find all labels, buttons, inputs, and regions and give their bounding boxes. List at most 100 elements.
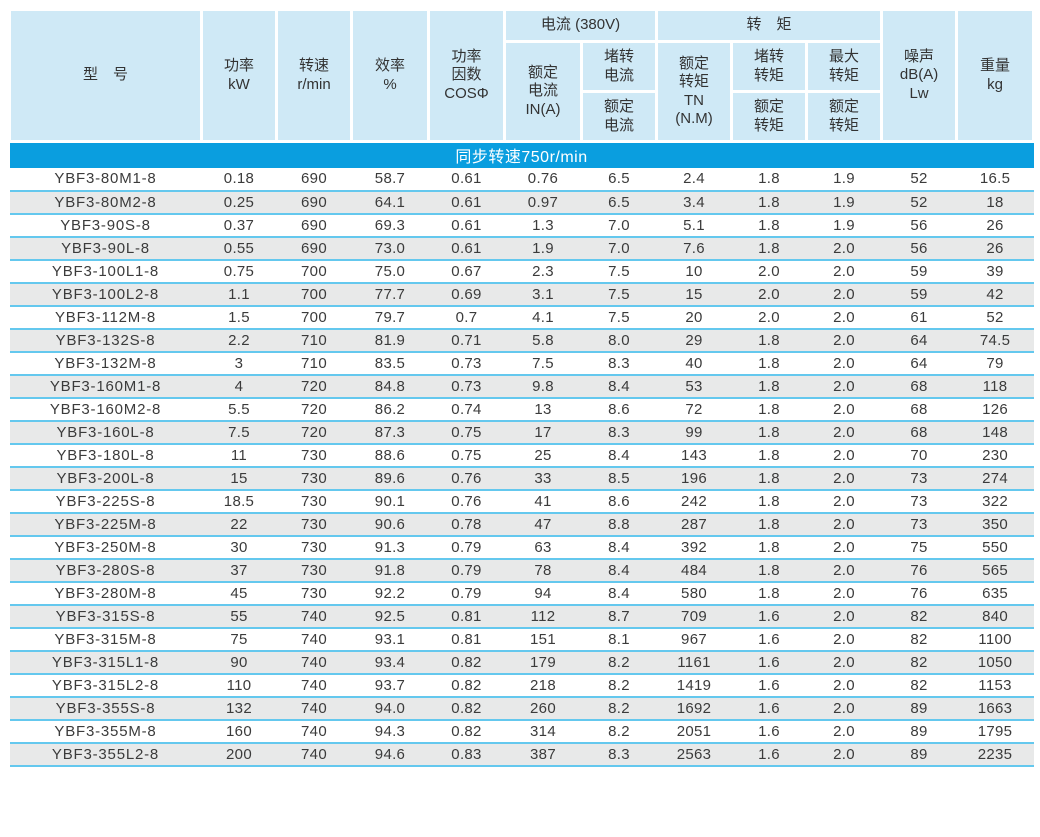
cell-cos-phi: 0.83	[428, 742, 505, 767]
cell-rated-torque-nm: 1419	[656, 673, 732, 698]
table-row: YBF3-112M-8 1.5 700 79.7 0.7 4.1 7.5 20 2.0 2.0 61…	[9, 305, 1034, 330]
cell-max-to-rated-torque: 2.0	[806, 420, 882, 445]
cell-power-kw: 15	[201, 466, 277, 491]
cell-rated-current-a: 1.3	[504, 213, 582, 238]
cell-speed-rpm: 730	[276, 558, 352, 583]
cell-rated-current-a: 63	[504, 535, 582, 560]
header-rated-current: 额定 电流 IN(A)	[503, 40, 583, 143]
cell-noise-db: 64	[881, 351, 957, 376]
cell-efficiency-pct: 73.0	[351, 236, 429, 261]
cell-model: YBF3-132M-8	[9, 351, 202, 376]
cell-speed-rpm: 730	[276, 535, 352, 560]
cell-max-to-rated-torque: 2.0	[806, 443, 882, 468]
cell-cos-phi: 0.82	[428, 719, 505, 744]
cell-locked-to-rated-torque: 2.0	[731, 282, 807, 307]
cell-rated-current-a: 2.3	[504, 259, 582, 284]
header-group-row: 型 号 功率 kW 转速 r/min 效率 % 功率 因数 COSΦ 电流 (3…	[8, 8, 1036, 143]
cell-rated-current-a: 7.5	[504, 351, 582, 376]
header-max-torque-numerator: 最大 转矩	[805, 40, 884, 93]
cell-noise-db: 73	[881, 466, 957, 491]
cell-rated-current-a: 112	[504, 604, 582, 629]
cell-power-kw: 90	[201, 650, 277, 675]
cell-speed-rpm: 740	[276, 742, 352, 767]
cell-weight-kg: 26	[956, 213, 1034, 238]
cell-locked-to-rated-torque: 1.6	[731, 604, 807, 629]
cell-power-kw: 0.25	[201, 190, 277, 215]
cell-locked-to-rated-torque: 1.8	[731, 213, 807, 238]
cell-model: YBF3-90L-8	[9, 236, 202, 261]
cell-noise-db: 64	[881, 328, 957, 353]
cell-weight-kg: 1153	[956, 673, 1034, 698]
cell-cos-phi: 0.79	[428, 535, 505, 560]
table-row: YBF3-132M-8 3 710 83.5 0.73 7.5 8.3 40 1.8 2.0 64 7…	[9, 351, 1034, 376]
cell-model: YBF3-160M2-8	[9, 397, 202, 422]
cell-noise-db: 59	[881, 282, 957, 307]
table-body: YBF3-80M1-8 0.18 690 58.7 0.61 0.76 6.5 2.4 1.8 1…	[9, 167, 1034, 767]
cell-power-kw: 4	[201, 374, 277, 399]
cell-noise-db: 59	[881, 259, 957, 284]
cell-locked-to-rated-torque: 1.6	[731, 673, 807, 698]
cell-max-to-rated-torque: 2.0	[806, 282, 882, 307]
cell-power-kw: 1.1	[201, 282, 277, 307]
cell-efficiency-pct: 81.9	[351, 328, 429, 353]
cell-efficiency-pct: 79.7	[351, 305, 429, 330]
cell-rated-torque-nm: 5.1	[656, 213, 732, 238]
cell-noise-db: 89	[881, 742, 957, 767]
cell-locked-to-rated-torque: 1.8	[731, 351, 807, 376]
cell-locked-to-rated-current: 8.8	[581, 512, 657, 537]
section-band-row: 同步转速750r/min	[9, 141, 1034, 168]
cell-weight-kg: 1100	[956, 627, 1034, 652]
cell-cos-phi: 0.69	[428, 282, 505, 307]
table-row: YBF3-225S-8 18.5 730 90.1 0.76 41 8.6 242 1.8 2.0…	[9, 489, 1034, 514]
cell-speed-rpm: 690	[276, 167, 352, 192]
cell-power-kw: 1.5	[201, 305, 277, 330]
table-row: YBF3-250M-8 30 730 91.3 0.79 63 8.4 392 1.8 2.0 75…	[9, 535, 1034, 560]
cell-rated-torque-nm: 287	[656, 512, 732, 537]
cell-locked-to-rated-torque: 1.8	[731, 397, 807, 422]
cell-max-to-rated-torque: 2.0	[806, 397, 882, 422]
cell-power-kw: 0.37	[201, 213, 277, 238]
cell-rated-torque-nm: 580	[656, 581, 732, 606]
cell-locked-to-rated-current: 8.4	[581, 581, 657, 606]
cell-rated-torque-nm: 10	[656, 259, 732, 284]
motor-spec-table: 型 号 功率 kW 转速 r/min 效率 % 功率 因数 COSΦ 电流 (3…	[8, 8, 1036, 767]
cell-power-kw: 5.5	[201, 397, 277, 422]
cell-noise-db: 73	[881, 512, 957, 537]
cell-locked-to-rated-torque: 1.8	[731, 466, 807, 491]
cell-cos-phi: 0.76	[428, 466, 505, 491]
cell-max-to-rated-torque: 2.0	[806, 742, 882, 767]
cell-power-kw: 55	[201, 604, 277, 629]
cell-rated-torque-nm: 53	[656, 374, 732, 399]
cell-noise-db: 56	[881, 236, 957, 261]
cell-locked-to-rated-current: 8.5	[581, 466, 657, 491]
cell-max-to-rated-torque: 2.0	[806, 627, 882, 652]
cell-model: YBF3-355M-8	[9, 719, 202, 744]
cell-speed-rpm: 740	[276, 627, 352, 652]
cell-model: YBF3-100L2-8	[9, 282, 202, 307]
cell-cos-phi: 0.82	[428, 696, 505, 721]
cell-weight-kg: 42	[956, 282, 1034, 307]
cell-locked-to-rated-current: 8.2	[581, 650, 657, 675]
cell-rated-current-a: 260	[504, 696, 582, 721]
cell-max-to-rated-torque: 2.0	[806, 719, 882, 744]
table-row: YBF3-100L1-8 0.75 700 75.0 0.67 2.3 7.5 10 2.0 2.…	[9, 259, 1034, 284]
header-max-torque-denominator: 额定 转矩	[805, 90, 884, 143]
table-row: YBF3-160L-8 7.5 720 87.3 0.75 17 8.3 99 1.8 2.0 68…	[9, 420, 1034, 445]
table-row: YBF3-90S-8 0.37 690 69.3 0.61 1.3 7.0 5.1 1.8 1.9…	[9, 213, 1034, 238]
cell-model: YBF3-355S-8	[9, 696, 202, 721]
table-row: YBF3-315L1-8 90 740 93.4 0.82 179 8.2 1161 1.6 2.…	[9, 650, 1034, 675]
table-row: YBF3-315S-8 55 740 92.5 0.81 112 8.7 709 1.6 2.0 8…	[9, 604, 1034, 629]
cell-model: YBF3-160M1-8	[9, 374, 202, 399]
cell-locked-to-rated-torque: 2.0	[731, 305, 807, 330]
cell-locked-to-rated-torque: 1.6	[731, 650, 807, 675]
page: 型 号 功率 kW 转速 r/min 效率 % 功率 因数 COSΦ 电流 (3…	[8, 8, 1036, 767]
cell-locked-to-rated-current: 8.6	[581, 397, 657, 422]
cell-locked-to-rated-torque: 1.8	[731, 535, 807, 560]
cell-weight-kg: 230	[956, 443, 1034, 468]
header-power-factor: 功率 因数 COSΦ	[427, 8, 506, 143]
cell-weight-kg: 565	[956, 558, 1034, 583]
cell-speed-rpm: 740	[276, 650, 352, 675]
cell-locked-to-rated-current: 7.5	[581, 282, 657, 307]
cell-weight-kg: 840	[956, 604, 1034, 629]
cell-efficiency-pct: 91.8	[351, 558, 429, 583]
